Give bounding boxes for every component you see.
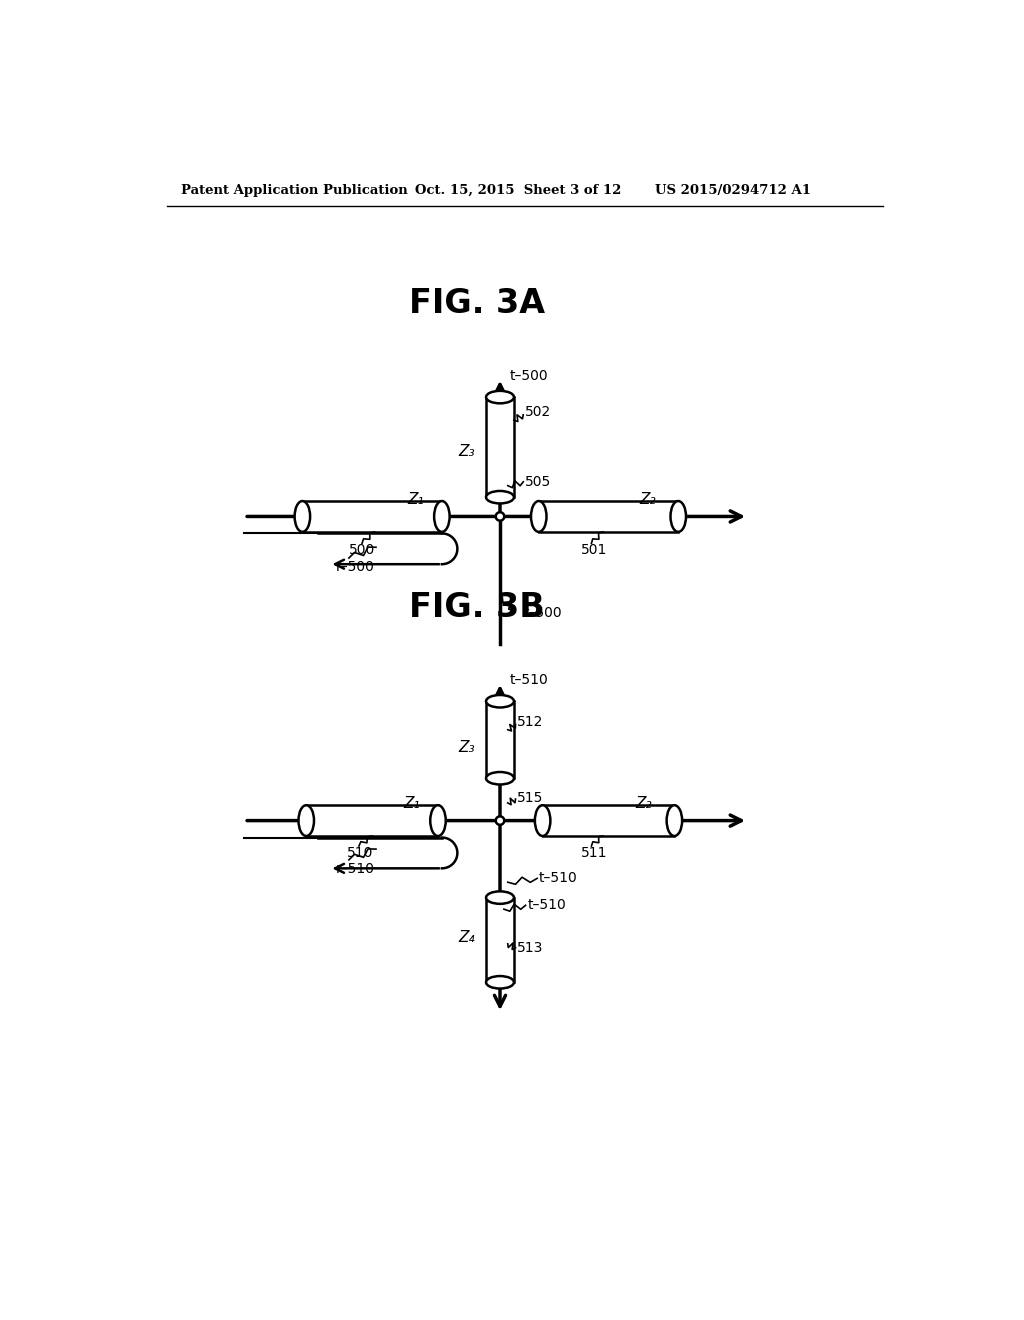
Text: 501: 501	[582, 544, 608, 557]
Text: FIG. 3B: FIG. 3B	[409, 591, 545, 624]
Ellipse shape	[671, 502, 686, 532]
Ellipse shape	[299, 805, 314, 836]
Ellipse shape	[535, 805, 550, 836]
Text: Patent Application Publication: Patent Application Publication	[180, 185, 408, 197]
Text: 512: 512	[517, 715, 544, 729]
Ellipse shape	[486, 696, 514, 708]
Ellipse shape	[434, 502, 450, 532]
Text: 502: 502	[524, 405, 551, 420]
Text: Z₂: Z₂	[636, 796, 652, 812]
Text: t–510: t–510	[527, 899, 566, 912]
Text: Oct. 15, 2015  Sheet 3 of 12: Oct. 15, 2015 Sheet 3 of 12	[415, 185, 622, 197]
Text: Z₄: Z₄	[459, 931, 475, 945]
Text: r–510: r–510	[336, 862, 375, 876]
Ellipse shape	[486, 975, 514, 989]
Text: Z₃: Z₃	[459, 444, 475, 458]
Ellipse shape	[531, 502, 547, 532]
Text: Z₁: Z₁	[407, 492, 424, 507]
Text: 515: 515	[517, 791, 544, 804]
Ellipse shape	[430, 805, 445, 836]
Text: Z₂: Z₂	[640, 492, 656, 507]
Text: t–510: t–510	[539, 871, 578, 886]
Text: 513: 513	[517, 941, 544, 954]
Circle shape	[496, 512, 504, 520]
Bar	[543, 805, 675, 836]
Bar	[486, 701, 514, 779]
Text: r–500: r–500	[336, 561, 375, 574]
Ellipse shape	[486, 391, 514, 404]
Bar	[302, 502, 442, 532]
Text: t–500: t–500	[523, 606, 562, 619]
Ellipse shape	[667, 805, 682, 836]
Text: 500: 500	[349, 544, 375, 557]
Text: 510: 510	[346, 846, 373, 861]
Bar	[486, 397, 514, 498]
Text: 505: 505	[524, 475, 551, 488]
Ellipse shape	[486, 491, 514, 503]
Circle shape	[496, 816, 504, 825]
Bar	[486, 898, 514, 982]
Ellipse shape	[486, 772, 514, 784]
Ellipse shape	[486, 891, 514, 904]
Bar	[306, 805, 438, 836]
Ellipse shape	[295, 502, 310, 532]
Text: t–500: t–500	[509, 368, 548, 383]
Bar	[539, 502, 678, 532]
Text: Z₁: Z₁	[403, 796, 420, 812]
Text: FIG. 3A: FIG. 3A	[409, 288, 545, 321]
Text: US 2015/0294712 A1: US 2015/0294712 A1	[655, 185, 811, 197]
Text: t–510: t–510	[509, 673, 548, 686]
Text: 511: 511	[582, 846, 608, 861]
Text: Z₃: Z₃	[459, 741, 475, 755]
